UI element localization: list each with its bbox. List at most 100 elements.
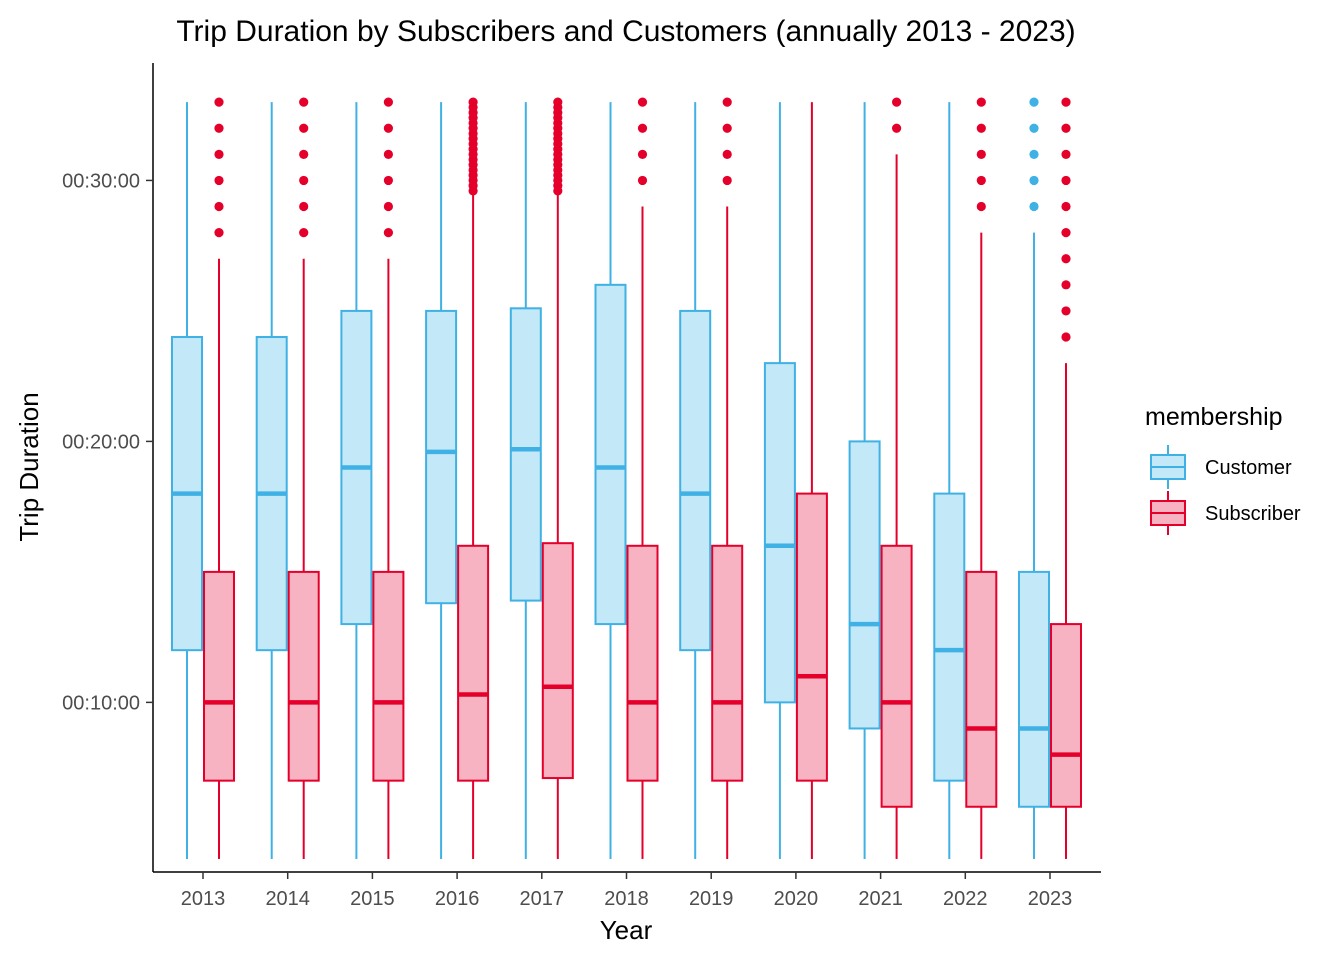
- box-iqr: [880, 544, 913, 808]
- outlier-point: [214, 123, 224, 133]
- box-iqr: [933, 492, 966, 782]
- outlier-point: [722, 123, 732, 133]
- outlier-point: [1029, 97, 1039, 107]
- outlier-point: [383, 97, 393, 107]
- year-group-2016: [425, 97, 490, 859]
- box-iqr: [848, 440, 881, 730]
- outlier-point: [468, 97, 478, 107]
- box-subscriber-2015: [372, 97, 405, 859]
- outlier-point: [1061, 254, 1071, 264]
- box-customer-2013: [171, 102, 203, 859]
- outlier-point: [1029, 149, 1039, 159]
- box-iqr: [541, 542, 574, 780]
- outlier-point: [976, 123, 986, 133]
- box-customer-2020: [763, 102, 796, 859]
- legend-key-customer: [1150, 445, 1186, 489]
- box-iqr: [965, 570, 998, 808]
- outlier-point: [637, 149, 648, 159]
- box-subscriber-2022: [965, 97, 998, 859]
- year-group-2022: [933, 97, 998, 859]
- year-group-2018: [594, 97, 659, 859]
- box-iqr: [287, 570, 320, 782]
- box-customer-2021: [848, 102, 881, 859]
- outlier-point: [1061, 280, 1071, 290]
- outlier-point: [299, 228, 309, 238]
- box-subscriber-2017: [541, 97, 574, 859]
- outlier-point: [383, 201, 393, 212]
- outlier-point: [722, 97, 732, 107]
- x-tick-label: 2023: [1028, 888, 1073, 910]
- legend-title: membership: [1145, 403, 1283, 431]
- x-tick-label: 2021: [858, 888, 903, 910]
- outlier-point: [299, 175, 309, 186]
- outlier-point: [214, 97, 224, 107]
- box-iqr: [1050, 623, 1082, 808]
- box-subscriber-2019: [711, 97, 744, 859]
- box-iqr: [763, 362, 796, 704]
- x-tick-label: 2017: [520, 888, 565, 910]
- outlier-point: [892, 123, 902, 133]
- legend-label-subscriber: Subscriber: [1205, 503, 1301, 525]
- box-iqr: [626, 544, 659, 782]
- outlier-point: [383, 175, 393, 186]
- x-tick-label: 2014: [265, 888, 310, 910]
- legend-key-subscriber: [1150, 491, 1186, 535]
- outlier-point: [1061, 123, 1071, 133]
- box-customer-2015: [340, 102, 373, 859]
- outlier-point: [383, 149, 393, 159]
- outlier-point: [383, 228, 393, 238]
- outlier-point: [976, 149, 986, 159]
- box-subscriber-2014: [287, 97, 320, 859]
- outlier-point: [976, 97, 986, 107]
- year-group-2015: [340, 97, 405, 859]
- y-axis: 00:10:00 00:20:00 00:30:00: [62, 170, 153, 714]
- outlier-point: [553, 97, 563, 107]
- year-group-2014: [255, 97, 320, 859]
- box-customer-2018: [594, 102, 627, 859]
- box-iqr: [1018, 570, 1050, 808]
- outlier-point: [299, 201, 309, 212]
- x-tick-label: 2015: [350, 888, 395, 910]
- x-tick-label: 2013: [181, 888, 226, 910]
- outlier-point: [214, 175, 224, 186]
- outlier-point: [1029, 175, 1039, 186]
- outlier-point: [637, 123, 648, 133]
- plot-area: [171, 97, 1082, 859]
- outlier-point: [892, 97, 902, 107]
- y-tick-label: 00:10:00: [62, 692, 140, 714]
- outlier-point: [976, 201, 986, 212]
- x-tick-label: 2020: [774, 888, 819, 910]
- x-axis: 2013 2014 2015 2016 2017 2018 2019 2020 2021 2022…: [181, 872, 1073, 910]
- x-tick-label: 2019: [689, 888, 734, 910]
- box-subscriber-2016: [457, 97, 490, 859]
- box-subscriber-2020: [795, 102, 828, 859]
- box-iqr: [425, 309, 458, 605]
- outlier-point: [1061, 332, 1071, 342]
- box-iqr: [594, 283, 627, 626]
- box-subscriber-2013: [203, 97, 235, 859]
- x-tick-label: 2016: [435, 888, 480, 910]
- box-iqr: [372, 570, 405, 782]
- y-axis-title: Trip Duration: [14, 392, 44, 541]
- outlier-point: [1029, 123, 1039, 133]
- box-subscriber-2023: [1050, 97, 1082, 859]
- outlier-point: [299, 97, 309, 107]
- box-iqr: [457, 544, 490, 782]
- outlier-point: [214, 228, 224, 238]
- outlier-point: [1061, 149, 1071, 159]
- legend-label-customer: Customer: [1205, 457, 1292, 479]
- box-subscriber-2018: [626, 97, 659, 859]
- year-group-2021: [848, 97, 913, 859]
- box-customer-2019: [679, 102, 712, 859]
- outlier-point: [976, 175, 986, 186]
- box-iqr: [203, 570, 235, 782]
- x-axis-title: Year: [600, 915, 653, 945]
- year-group-2013: [171, 97, 235, 859]
- year-group-2019: [679, 97, 744, 859]
- outlier-point: [1061, 228, 1071, 238]
- outlier-point: [637, 97, 648, 107]
- outlier-point: [299, 149, 309, 159]
- box-iqr: [679, 309, 712, 652]
